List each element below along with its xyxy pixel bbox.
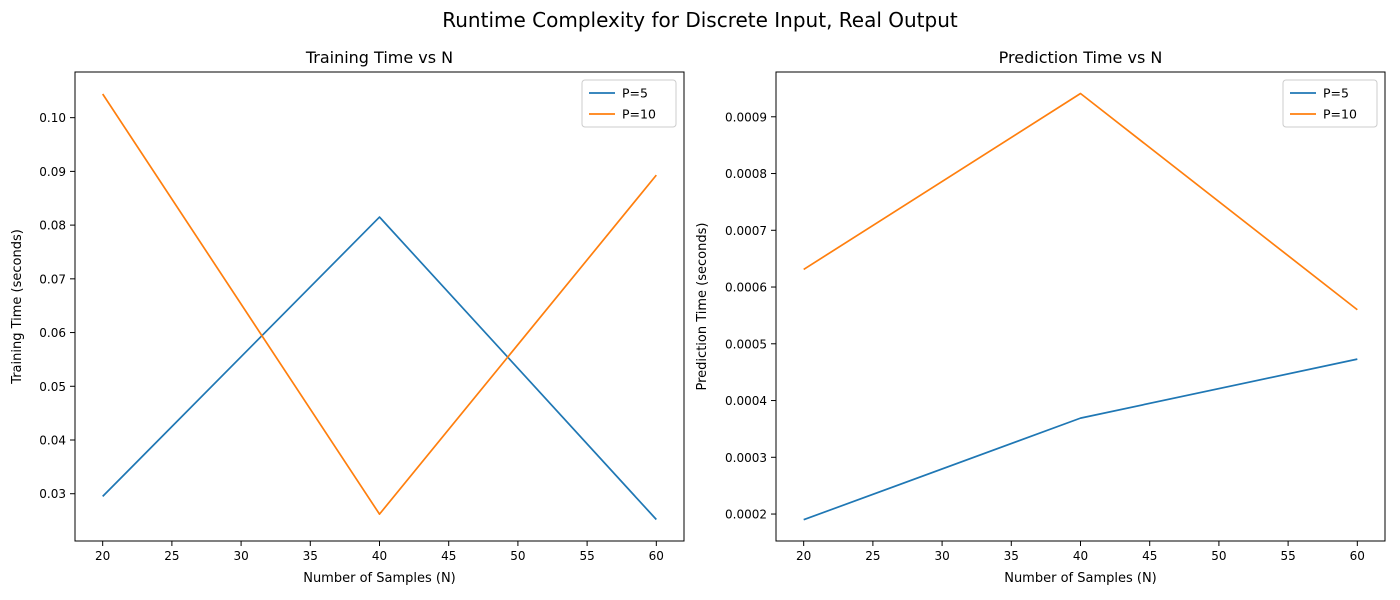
- x-tick-label: 55: [1280, 549, 1295, 563]
- plot-area: [775, 71, 1386, 542]
- x-tick-label: 50: [510, 549, 525, 563]
- legend: P=5 P=10: [581, 79, 677, 128]
- series-line-1: [102, 216, 657, 521]
- x-tick-label: 40: [372, 549, 387, 563]
- chart-1: Training Time vs N 20 25 30 35 40 45 50 55 60 0.03…: [10, 48, 685, 586]
- y-tick-label: 0.0006: [725, 281, 767, 295]
- x-tick-label: 45: [441, 549, 456, 563]
- x-tick-label: 45: [1142, 549, 1157, 563]
- x-tick-label: 35: [303, 549, 318, 563]
- y-tick-label: 0.08: [39, 219, 66, 233]
- x-tick-label: 20: [796, 549, 811, 563]
- x-tick-label: 30: [233, 549, 248, 563]
- y-tick-label: 0.0004: [725, 394, 767, 408]
- x-tick-label: 60: [1350, 549, 1365, 563]
- legend-label: P=10: [622, 107, 656, 122]
- y-tick-label: 0.0002: [725, 508, 767, 522]
- y-tick-label: 0.0003: [725, 451, 767, 465]
- x-axis-label: Number of Samples (N): [1004, 571, 1157, 586]
- x-tick-label: 55: [579, 549, 594, 563]
- y-tick-label: 0.03: [39, 487, 66, 501]
- x-tick-label: 35: [1004, 549, 1019, 563]
- y-tick-label: 0.0005: [725, 337, 767, 351]
- x-tick-label: 60: [649, 549, 664, 563]
- x-tick-label: 25: [164, 549, 179, 563]
- y-tick-label: 0.10: [39, 111, 66, 125]
- figure-title: Runtime Complexity for Discrete Input, R…: [442, 8, 958, 32]
- y-tick-label: 0.0007: [725, 224, 767, 238]
- y-tick-label: 0.04: [39, 434, 66, 448]
- x-tick-label: 50: [1211, 549, 1226, 563]
- y-axis-label: Training Time (seconds): [10, 229, 25, 385]
- legend-label: P=5: [1323, 86, 1349, 101]
- y-tick-label: 0.0008: [725, 167, 767, 181]
- series-line-2: [101, 93, 657, 515]
- x-tick-label: 25: [865, 549, 880, 563]
- y-tick-label: 0.06: [39, 326, 66, 340]
- x-axis-label: Number of Samples (N): [303, 571, 456, 586]
- legend-label: P=5: [622, 86, 648, 101]
- x-tick-label: 40: [1073, 549, 1088, 563]
- y-tick-label: 0.09: [39, 165, 66, 179]
- chart-2: Prediction Time vs N 20 25 30 35 40 45 50 55 60 0.…: [695, 48, 1386, 586]
- legend: P=5 P=10: [1282, 79, 1378, 128]
- plot-area: [74, 71, 685, 542]
- series-line-1: [803, 358, 1358, 521]
- y-tick-label: 0.05: [39, 380, 66, 394]
- legend-box: [581, 79, 677, 128]
- y-axis-label: Prediction Time (seconds): [695, 223, 710, 391]
- x-tick-label: 30: [934, 549, 949, 563]
- y-tick-label: 0.0009: [725, 110, 767, 124]
- chart-title: Prediction Time vs N: [999, 48, 1163, 67]
- chart-title: Training Time vs N: [305, 48, 453, 67]
- legend-box: [1282, 79, 1378, 128]
- series-line-2: [803, 92, 1358, 311]
- y-tick-label: 0.07: [39, 272, 66, 286]
- legend-label: P=10: [1323, 107, 1357, 122]
- x-tick-label: 20: [95, 549, 110, 563]
